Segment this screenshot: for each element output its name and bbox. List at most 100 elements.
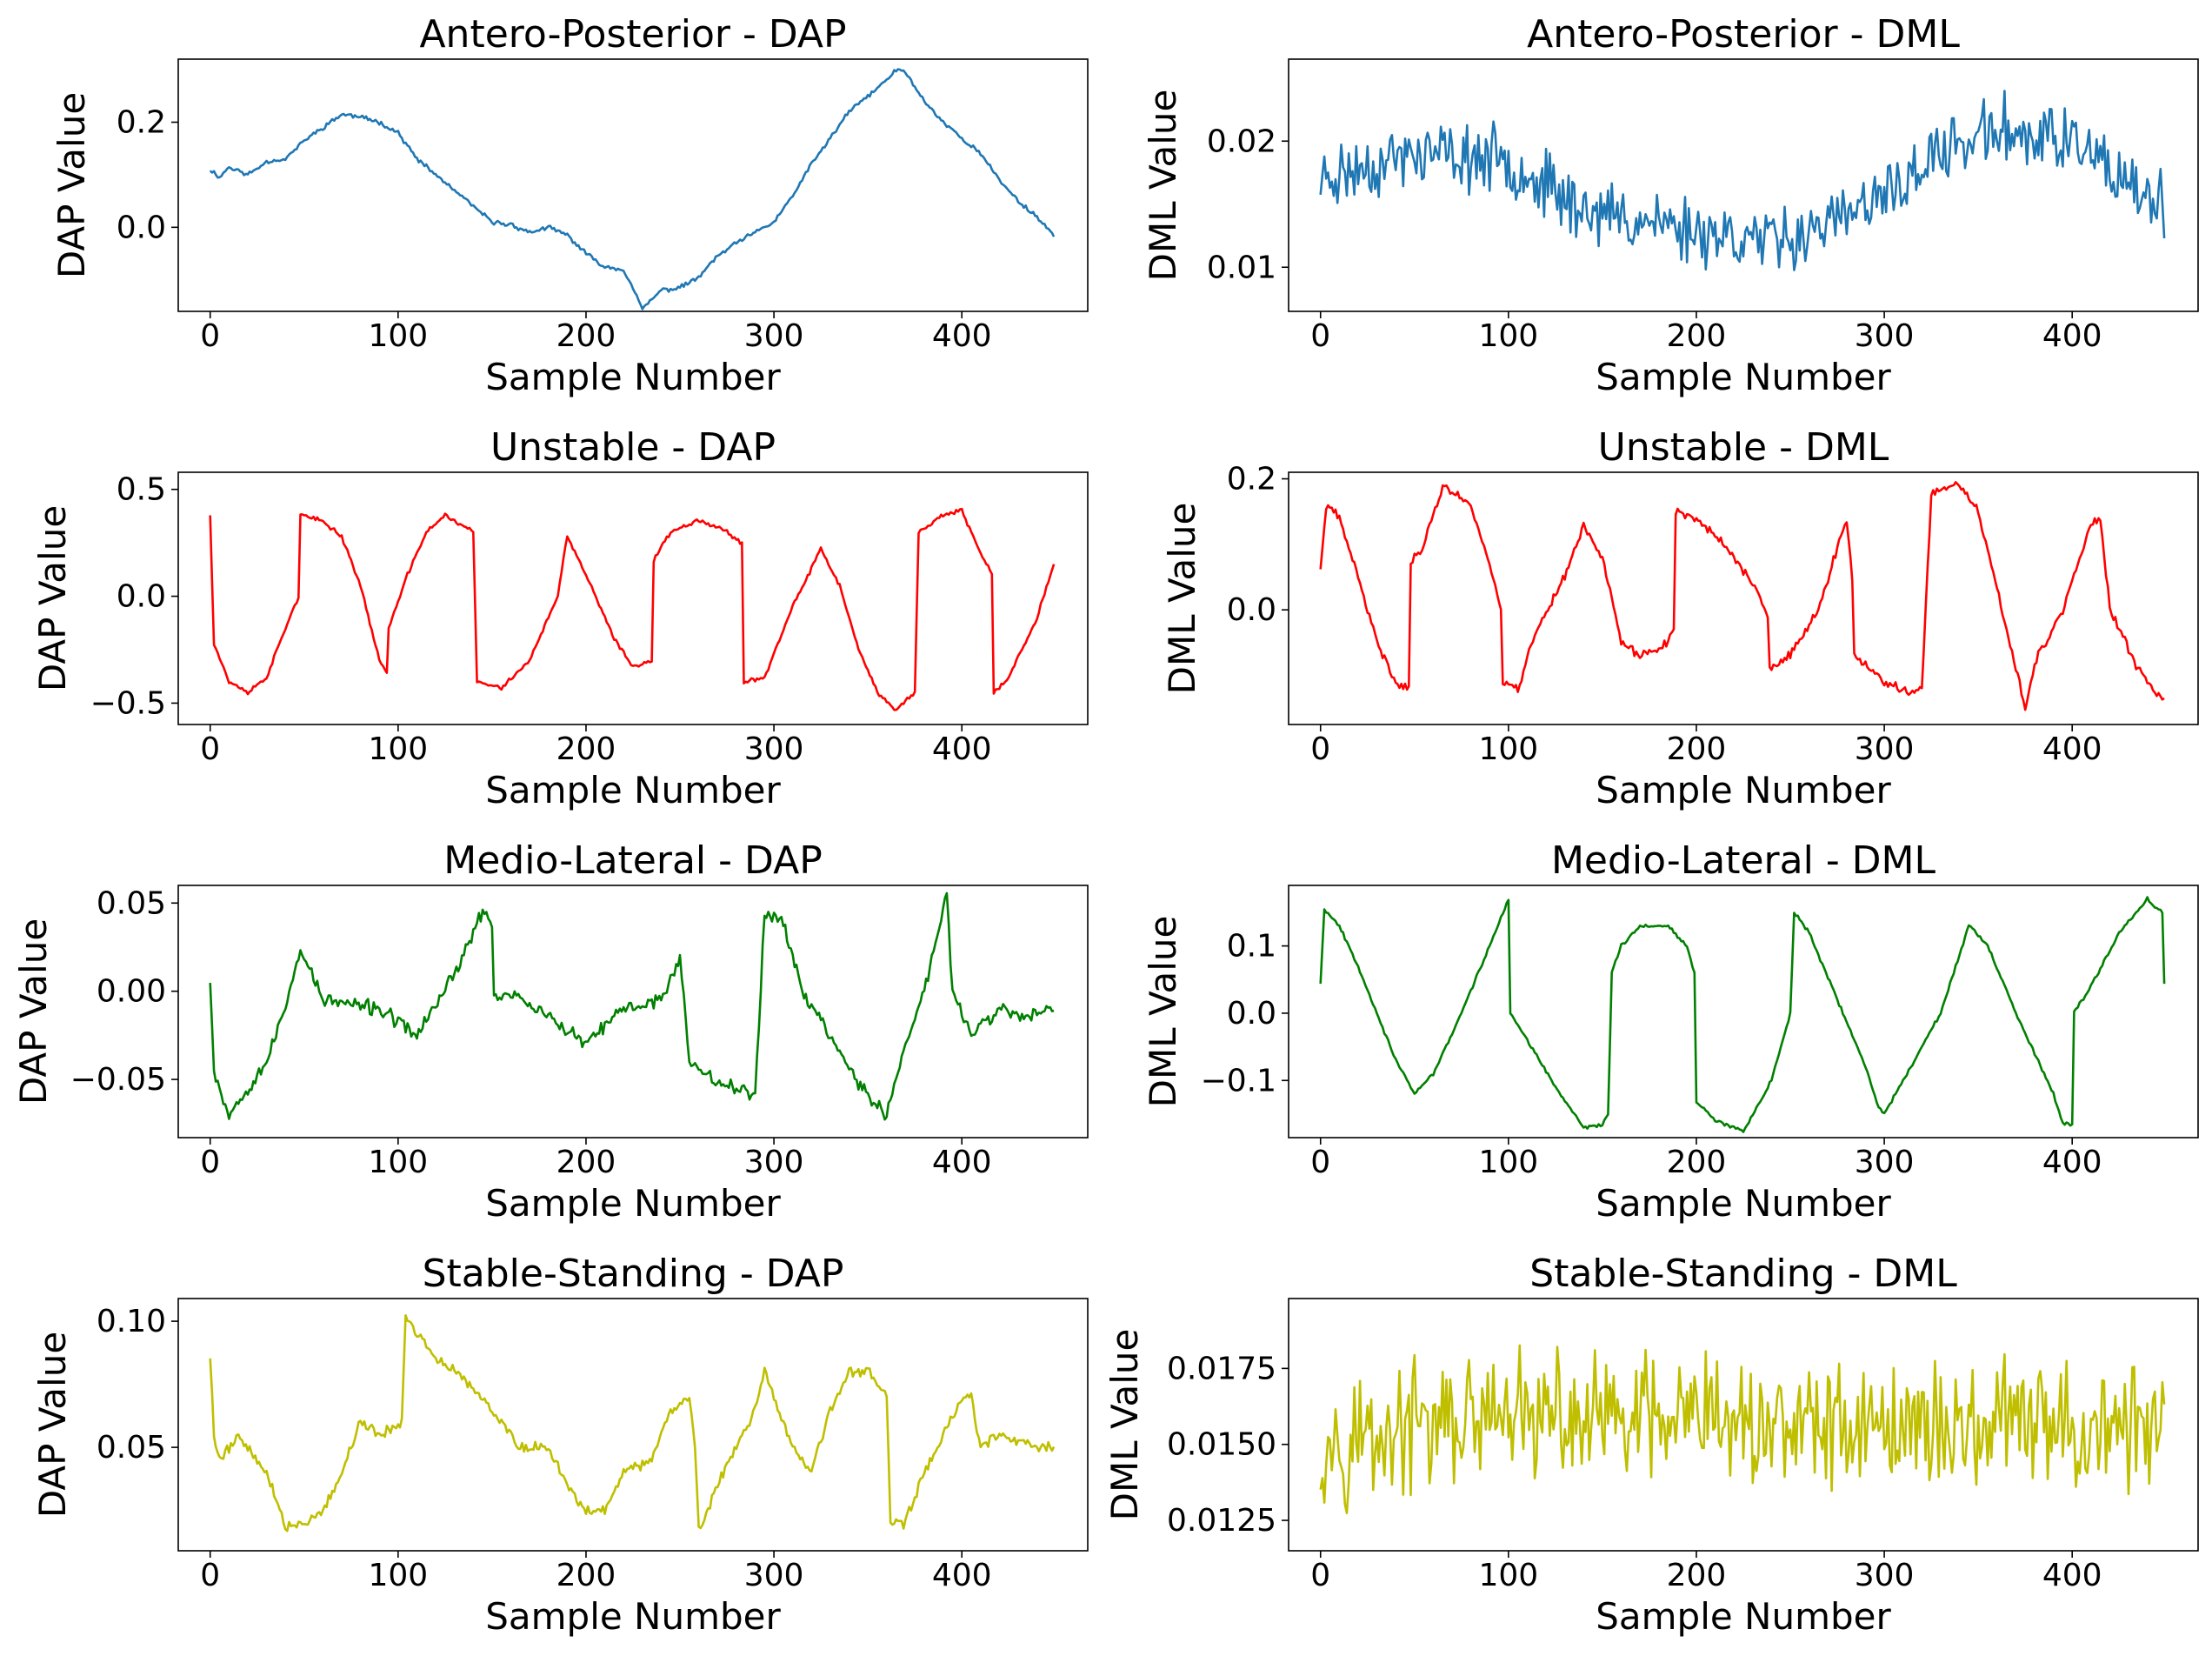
subplot-4: 0 100 200 300 400 0.0 0.2 Unstable - DML Sample … xyxy=(1161,425,2199,811)
series-line xyxy=(1319,90,2166,271)
x-tick-label: 400 xyxy=(2042,731,2102,767)
x-tick-label: 200 xyxy=(556,1145,616,1180)
y-tick-label: 0.0 xyxy=(117,579,166,615)
x-tick-label: 0 xyxy=(200,1145,220,1180)
x-tick-label: 300 xyxy=(744,1558,804,1593)
x-tick-label: 300 xyxy=(1855,318,1915,354)
y-tick-label: 0.00 xyxy=(97,974,166,1010)
axes-frame xyxy=(1288,1298,2199,1552)
subplot-6: 0 100 200 300 400 −0.1 0.0 0.1 Medio-Lateral - D… xyxy=(1142,838,2199,1225)
x-tick-label: 100 xyxy=(368,1558,428,1593)
subplot-title: Stable-Standing - DAP xyxy=(423,1252,844,1296)
axes-frame xyxy=(1288,471,2199,725)
y-tick-label: 0.05 xyxy=(97,885,166,921)
series-line xyxy=(1319,1344,2166,1514)
subplot-title: Unstable - DAP xyxy=(490,425,776,470)
x-tick-label: 100 xyxy=(368,1145,428,1180)
y-tick-label: 0.2 xyxy=(117,105,166,141)
subplot-title: Antero-Posterior - DAP xyxy=(419,12,846,57)
x-tick-label: 400 xyxy=(2042,1558,2102,1593)
x-tick-label: 0 xyxy=(1310,1558,1330,1593)
x-tick-label: 100 xyxy=(1478,1145,1538,1180)
x-tick-label: 200 xyxy=(1667,318,1727,354)
axes-frame xyxy=(177,885,1089,1138)
y-axis-label: DAP Value xyxy=(31,1332,74,1518)
subplot-5: 0 100 200 300 400 −0.05 0.00 0.05 Medio-Lateral … xyxy=(12,838,1089,1225)
y-axis-label: DML Value xyxy=(1142,916,1184,1108)
x-tick-label: 100 xyxy=(368,731,428,767)
x-axis-label: Sample Number xyxy=(485,356,781,398)
x-tick-label: 300 xyxy=(1855,1145,1915,1180)
y-axis-label: DAP Value xyxy=(50,92,93,278)
x-tick-label: 100 xyxy=(1478,731,1538,767)
y-tick-label: 0.02 xyxy=(1207,124,1276,159)
y-tick-label: 0.05 xyxy=(97,1430,166,1466)
subplot-title: Antero-Posterior - DML xyxy=(1527,12,1960,57)
y-axis-label: DML Value xyxy=(1142,90,1184,282)
y-tick-label: 0.2 xyxy=(1227,462,1276,497)
x-tick-label: 200 xyxy=(1667,1558,1727,1593)
subplot-title: Unstable - DML xyxy=(1598,425,1889,470)
x-tick-label: 400 xyxy=(2042,1145,2102,1180)
axes-frame xyxy=(177,58,1089,312)
subplot-1: 0 100 200 300 400 0.0 0.2 Antero-Posterior - DA… xyxy=(50,12,1089,398)
x-tick-label: 200 xyxy=(556,318,616,354)
x-tick-label: 400 xyxy=(932,318,992,354)
x-axis-label: Sample Number xyxy=(1596,356,1891,398)
y-tick-label: 0.0150 xyxy=(1167,1427,1276,1463)
y-tick-label: 0.0175 xyxy=(1167,1351,1276,1386)
subplot-title: Medio-Lateral - DAP xyxy=(443,838,822,883)
y-tick-label: 0.5 xyxy=(117,472,166,508)
x-tick-label: 0 xyxy=(200,1558,220,1593)
y-tick-label: 0.1 xyxy=(1227,929,1276,965)
y-tick-label: 0.0 xyxy=(1227,996,1276,1032)
y-tick-label: 0.0 xyxy=(117,210,166,245)
x-axis-label: Sample Number xyxy=(485,769,781,811)
axes-frame xyxy=(177,1298,1089,1552)
axes-frame xyxy=(1288,58,2199,312)
series-line xyxy=(209,1314,1056,1532)
series-line xyxy=(209,507,1056,711)
x-tick-label: 200 xyxy=(1667,731,1727,767)
series-line xyxy=(1319,481,2165,711)
x-tick-label: 400 xyxy=(932,1558,992,1593)
series-line xyxy=(1319,896,2166,1133)
y-tick-label: 0.0 xyxy=(1227,592,1276,628)
y-axis-label: DAP Value xyxy=(31,505,74,691)
x-tick-label: 0 xyxy=(1310,731,1330,767)
x-tick-label: 0 xyxy=(1310,318,1330,354)
x-tick-label: 300 xyxy=(744,731,804,767)
y-tick-label: 0.01 xyxy=(1207,250,1276,285)
x-tick-label: 400 xyxy=(932,731,992,767)
subplot-2: 0 100 200 300 400 0.01 0.02 Antero-Posterior - … xyxy=(1142,12,2199,398)
x-tick-label: 300 xyxy=(744,1145,804,1180)
y-tick-label: 0.10 xyxy=(97,1304,166,1339)
series-line xyxy=(209,891,1055,1121)
x-axis-label: Sample Number xyxy=(1596,769,1891,811)
y-tick-label: −0.1 xyxy=(1201,1063,1276,1098)
x-tick-label: 400 xyxy=(932,1145,992,1180)
x-tick-label: 100 xyxy=(1478,318,1538,354)
x-axis-label: Sample Number xyxy=(485,1595,781,1638)
subplot-8: 0 100 200 300 400 0.0125 0.0150 0.0175 Stable-St… xyxy=(1103,1252,2199,1638)
x-tick-label: 100 xyxy=(1478,1558,1538,1593)
x-axis-label: Sample Number xyxy=(485,1182,781,1225)
y-tick-label: −0.5 xyxy=(90,685,166,721)
subplot-title: Medio-Lateral - DML xyxy=(1551,838,1936,883)
x-tick-label: 200 xyxy=(556,731,616,767)
axes-frame xyxy=(1288,885,2199,1138)
y-tick-label: −0.05 xyxy=(70,1062,166,1098)
x-tick-label: 200 xyxy=(556,1558,616,1593)
series-line xyxy=(209,68,1056,310)
x-tick-label: 0 xyxy=(200,731,220,767)
x-tick-label: 300 xyxy=(1855,731,1915,767)
x-tick-label: 0 xyxy=(1310,1145,1330,1180)
x-axis-label: Sample Number xyxy=(1596,1182,1891,1225)
x-tick-label: 400 xyxy=(2042,318,2102,354)
x-tick-label: 300 xyxy=(744,318,804,354)
axes-frame xyxy=(177,471,1089,725)
y-axis-label: DML Value xyxy=(1103,1329,1146,1521)
x-tick-label: 0 xyxy=(200,318,220,354)
x-tick-label: 100 xyxy=(368,318,428,354)
